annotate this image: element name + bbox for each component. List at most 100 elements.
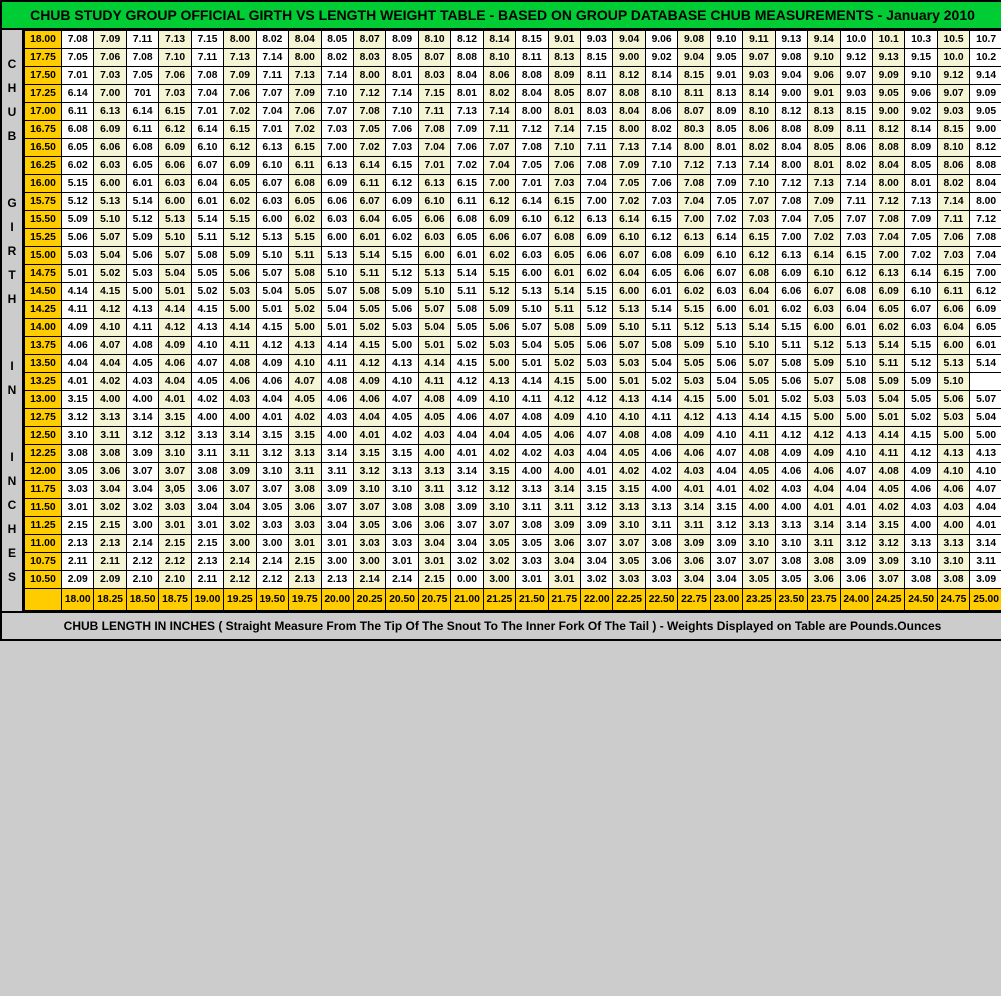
girth-header-cell: 11.50 [25, 499, 62, 517]
weight-cell: 5.08 [451, 301, 483, 319]
weight-cell: 5.09 [224, 247, 256, 265]
girth-header-cell: 18.00 [25, 31, 62, 49]
weight-cell: 3.11 [970, 553, 1001, 571]
weight-cell: 4.15 [905, 427, 937, 445]
weight-cell: 9.07 [743, 49, 775, 67]
girth-header-cell: 17.25 [25, 85, 62, 103]
weight-cell: 4.06 [224, 373, 256, 391]
weight-cell: 3.02 [451, 553, 483, 571]
weight-cell: 4.12 [808, 427, 840, 445]
weight-cell: 3.01 [191, 517, 223, 535]
weight-cell: 3.12 [710, 517, 742, 535]
weight-cell: 7.06 [224, 85, 256, 103]
weight-cell: 4.01 [710, 481, 742, 499]
weight-cell: 4.09 [353, 373, 385, 391]
weight-cell: 3.13 [418, 463, 450, 481]
weight-cell: 5.12 [126, 211, 158, 229]
weight-cell: 3.03 [62, 481, 94, 499]
weight-cell: 8.14 [645, 67, 677, 85]
weight-cell: 6.04 [613, 265, 645, 283]
weight-cell: 3.09 [126, 445, 158, 463]
weight-cell: 3.15 [62, 391, 94, 409]
weight-cell: 5.07 [321, 283, 353, 301]
weight-cell: 5.09 [386, 283, 418, 301]
weight-cell: 8.07 [353, 31, 385, 49]
weight-cell: 3.08 [937, 571, 969, 589]
weight-cell: 5.05 [289, 283, 321, 301]
weight-cell: 4.01 [451, 445, 483, 463]
table-row: 17.757.057.067.087.107.117.137.148.008.0… [25, 49, 1001, 67]
weight-cell: 4.10 [937, 463, 969, 481]
weight-cell: 6.15 [224, 121, 256, 139]
table-row: 11.252.152.153.003.013.013.023.033.033.0… [25, 517, 1001, 535]
table-row: 17.507.017.037.057.067.087.097.117.137.1… [25, 67, 1001, 85]
weight-cell: 2.14 [386, 571, 418, 589]
weight-cell: 6.00 [321, 229, 353, 247]
weight-cell: 7.06 [289, 103, 321, 121]
table-row: 14.504.144.155.005.015.025.035.045.055.0… [25, 283, 1001, 301]
weight-cell: 5.11 [451, 283, 483, 301]
weight-cell: 8.00 [224, 31, 256, 49]
weight-cell: 4.03 [418, 427, 450, 445]
weight-cell: 3.11 [321, 463, 353, 481]
weight-cell: 3.10 [256, 463, 288, 481]
weight-cell: 8.00 [970, 193, 1001, 211]
weight-cell: 4.11 [321, 355, 353, 373]
weight-cell: 4.00 [321, 427, 353, 445]
weight-cell: 6.12 [386, 175, 418, 193]
weight-cell: 6.14 [808, 247, 840, 265]
weight-cell: 5.04 [159, 265, 191, 283]
weight-cell: 4.08 [872, 463, 904, 481]
girth-header-cell: 15.25 [25, 229, 62, 247]
weight-cell: 2.14 [353, 571, 385, 589]
weight-cell: 3.13 [386, 463, 418, 481]
weight-cell: 8.02 [321, 49, 353, 67]
weight-cell: 5.09 [483, 301, 515, 319]
weight-cell: 9.11 [743, 31, 775, 49]
weight-cell: 5.10 [321, 265, 353, 283]
weight-cell: 6.15 [645, 211, 677, 229]
weight-cell: 4.12 [905, 445, 937, 463]
weight-cell: 8.09 [386, 31, 418, 49]
table-row: 13.254.014.024.034.044.054.064.064.074.0… [25, 373, 1001, 391]
weight-cell: 3.10 [386, 481, 418, 499]
weight-cell: 7.03 [548, 175, 580, 193]
weight-cell: 7.11 [840, 193, 872, 211]
weight-cell: 6.04 [191, 175, 223, 193]
weight-cell: 6.10 [808, 265, 840, 283]
weight-cell: 6.01 [126, 175, 158, 193]
weight-cell: 3.07 [613, 535, 645, 553]
weight-cell: 7.07 [321, 103, 353, 121]
weight-cell: 8.07 [581, 85, 613, 103]
weight-cell: 8.00 [872, 175, 904, 193]
weight-cell: 6.08 [743, 265, 775, 283]
weight-cell: 3.15 [872, 517, 904, 535]
weight-cell: 5.04 [710, 373, 742, 391]
weight-cell: 6.05 [970, 319, 1001, 337]
weight-cell: 5.06 [224, 265, 256, 283]
weight-cell: 6.04 [743, 283, 775, 301]
weight-cell: 6.03 [418, 229, 450, 247]
weight-cell: 4.10 [613, 409, 645, 427]
weight-cell: 9.14 [970, 67, 1001, 85]
weight-cell: 7.00 [872, 247, 904, 265]
weight-cell: 9.00 [872, 103, 904, 121]
weight-cell: 3.08 [775, 553, 807, 571]
weight-cell: 3.06 [840, 571, 872, 589]
weight-cell: 9.06 [808, 67, 840, 85]
weight-cell: 6.11 [289, 157, 321, 175]
weight-cell: 4.00 [126, 391, 158, 409]
weight-cell: 4.15 [353, 337, 385, 355]
weight-cell: 4.00 [224, 409, 256, 427]
weight-cell: 9.09 [970, 85, 1001, 103]
weight-cell: 3.14 [321, 445, 353, 463]
weight-cell: 5.11 [353, 265, 385, 283]
weight-cell: 7.03 [94, 67, 126, 85]
weight-cell: 5.05 [451, 319, 483, 337]
weight-cell: 4.07 [483, 409, 515, 427]
weight-cell: 4.13 [483, 373, 515, 391]
weight-cell: 5.10 [743, 337, 775, 355]
weight-cell: 7.03 [937, 247, 969, 265]
weight-cell: 5.04 [645, 355, 677, 373]
weight-cell: 7.06 [94, 49, 126, 67]
